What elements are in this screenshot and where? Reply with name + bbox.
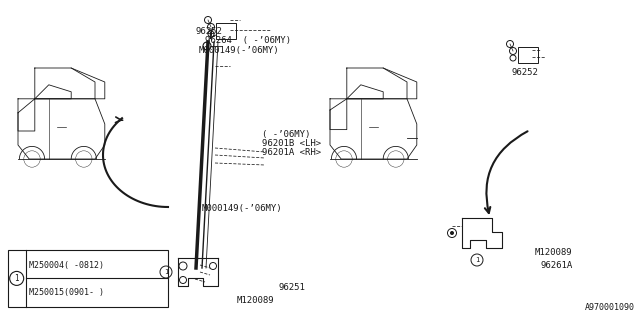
Text: 96252: 96252: [512, 68, 539, 77]
Bar: [8, 250, 168, 307]
Text: ( -’06MY): ( -’06MY): [262, 130, 311, 139]
Text: A970001090: A970001090: [585, 303, 635, 312]
Text: 1: 1: [475, 257, 479, 263]
Text: 1: 1: [14, 274, 19, 283]
Text: M000149(-’06MY): M000149(-’06MY): [198, 46, 279, 55]
Text: 96201A <RH>: 96201A <RH>: [262, 148, 321, 156]
Text: 1: 1: [164, 269, 168, 275]
Text: 96261A: 96261A: [541, 261, 573, 270]
Text: M250004( -0812): M250004( -0812): [29, 261, 104, 270]
Text: 96264  ( -’06MY): 96264 ( -’06MY): [205, 36, 291, 45]
Text: M120089: M120089: [534, 248, 572, 257]
Text: 96201B <LH>: 96201B <LH>: [262, 139, 321, 148]
Bar: [216, 23, 236, 39]
Text: M250015(0901- ): M250015(0901- ): [29, 288, 104, 297]
Text: M120089: M120089: [237, 296, 275, 305]
Circle shape: [450, 231, 454, 235]
Text: 96251: 96251: [278, 284, 305, 292]
Text: 96252: 96252: [195, 27, 222, 36]
Text: M000149(-’06MY): M000149(-’06MY): [202, 204, 282, 212]
Bar: [518, 47, 538, 63]
